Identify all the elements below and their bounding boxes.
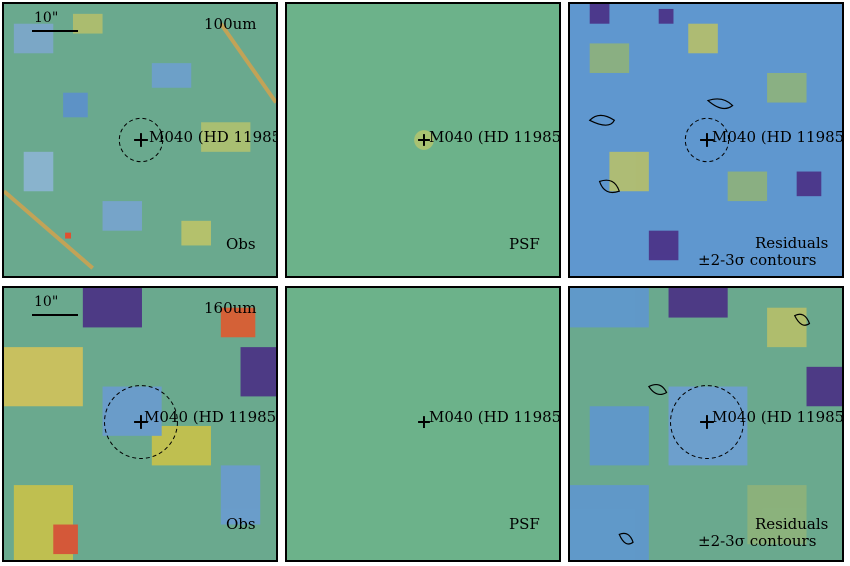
band-label: 100um [204,15,257,33]
panel-label: Residuals [755,515,829,533]
source-label: M040 (HD 119850) [429,408,561,426]
residuals-panel-160um: M040 (HD 119850) Residuals ±2-3σ contour… [568,286,844,562]
obs-map-100um [4,4,276,276]
obs-panel-160um: 10" 160um M040 (HD 119850) Obs [2,286,278,562]
obs-panel-100um: 10" 100um M040 (HD 119850) Obs [2,2,278,278]
panel-label: Obs [226,515,256,533]
psf-map-100um [287,4,559,276]
residuals-panel-100um: M040 (HD 119850) Residuals ±2-3σ contour… [568,2,844,278]
psf-panel-100um: M040 (HD 119850) PSF [285,2,561,278]
source-label: M040 (HD 119850) [429,128,561,146]
obs-map-160um [4,288,276,560]
scale-bar [32,314,78,316]
source-label: M040 (HD 119850) [712,128,844,146]
psf-map-160um [287,288,559,560]
scale-label: 10" [34,294,59,310]
panel-label: PSF [509,515,540,533]
band-label: 160um [204,299,257,317]
panel-sublabel: ±2-3σ contours [698,532,817,550]
scale-bar [32,30,78,32]
source-label: M040 (HD 119850) [149,128,276,146]
residuals-map-100um [570,4,842,276]
panel-label: PSF [509,235,540,253]
psf-panel-160um: M040 (HD 119850) PSF [285,286,561,562]
panel-label: Residuals [755,234,829,252]
scale-label: 10" [34,10,59,26]
residuals-map-160um [570,288,842,560]
panel-label: Obs [226,235,256,253]
source-label: M040 (HD 119850) [712,408,844,426]
panel-sublabel: ±2-3σ contours [698,251,817,269]
source-label: M040 (HD 119850) [144,408,278,426]
